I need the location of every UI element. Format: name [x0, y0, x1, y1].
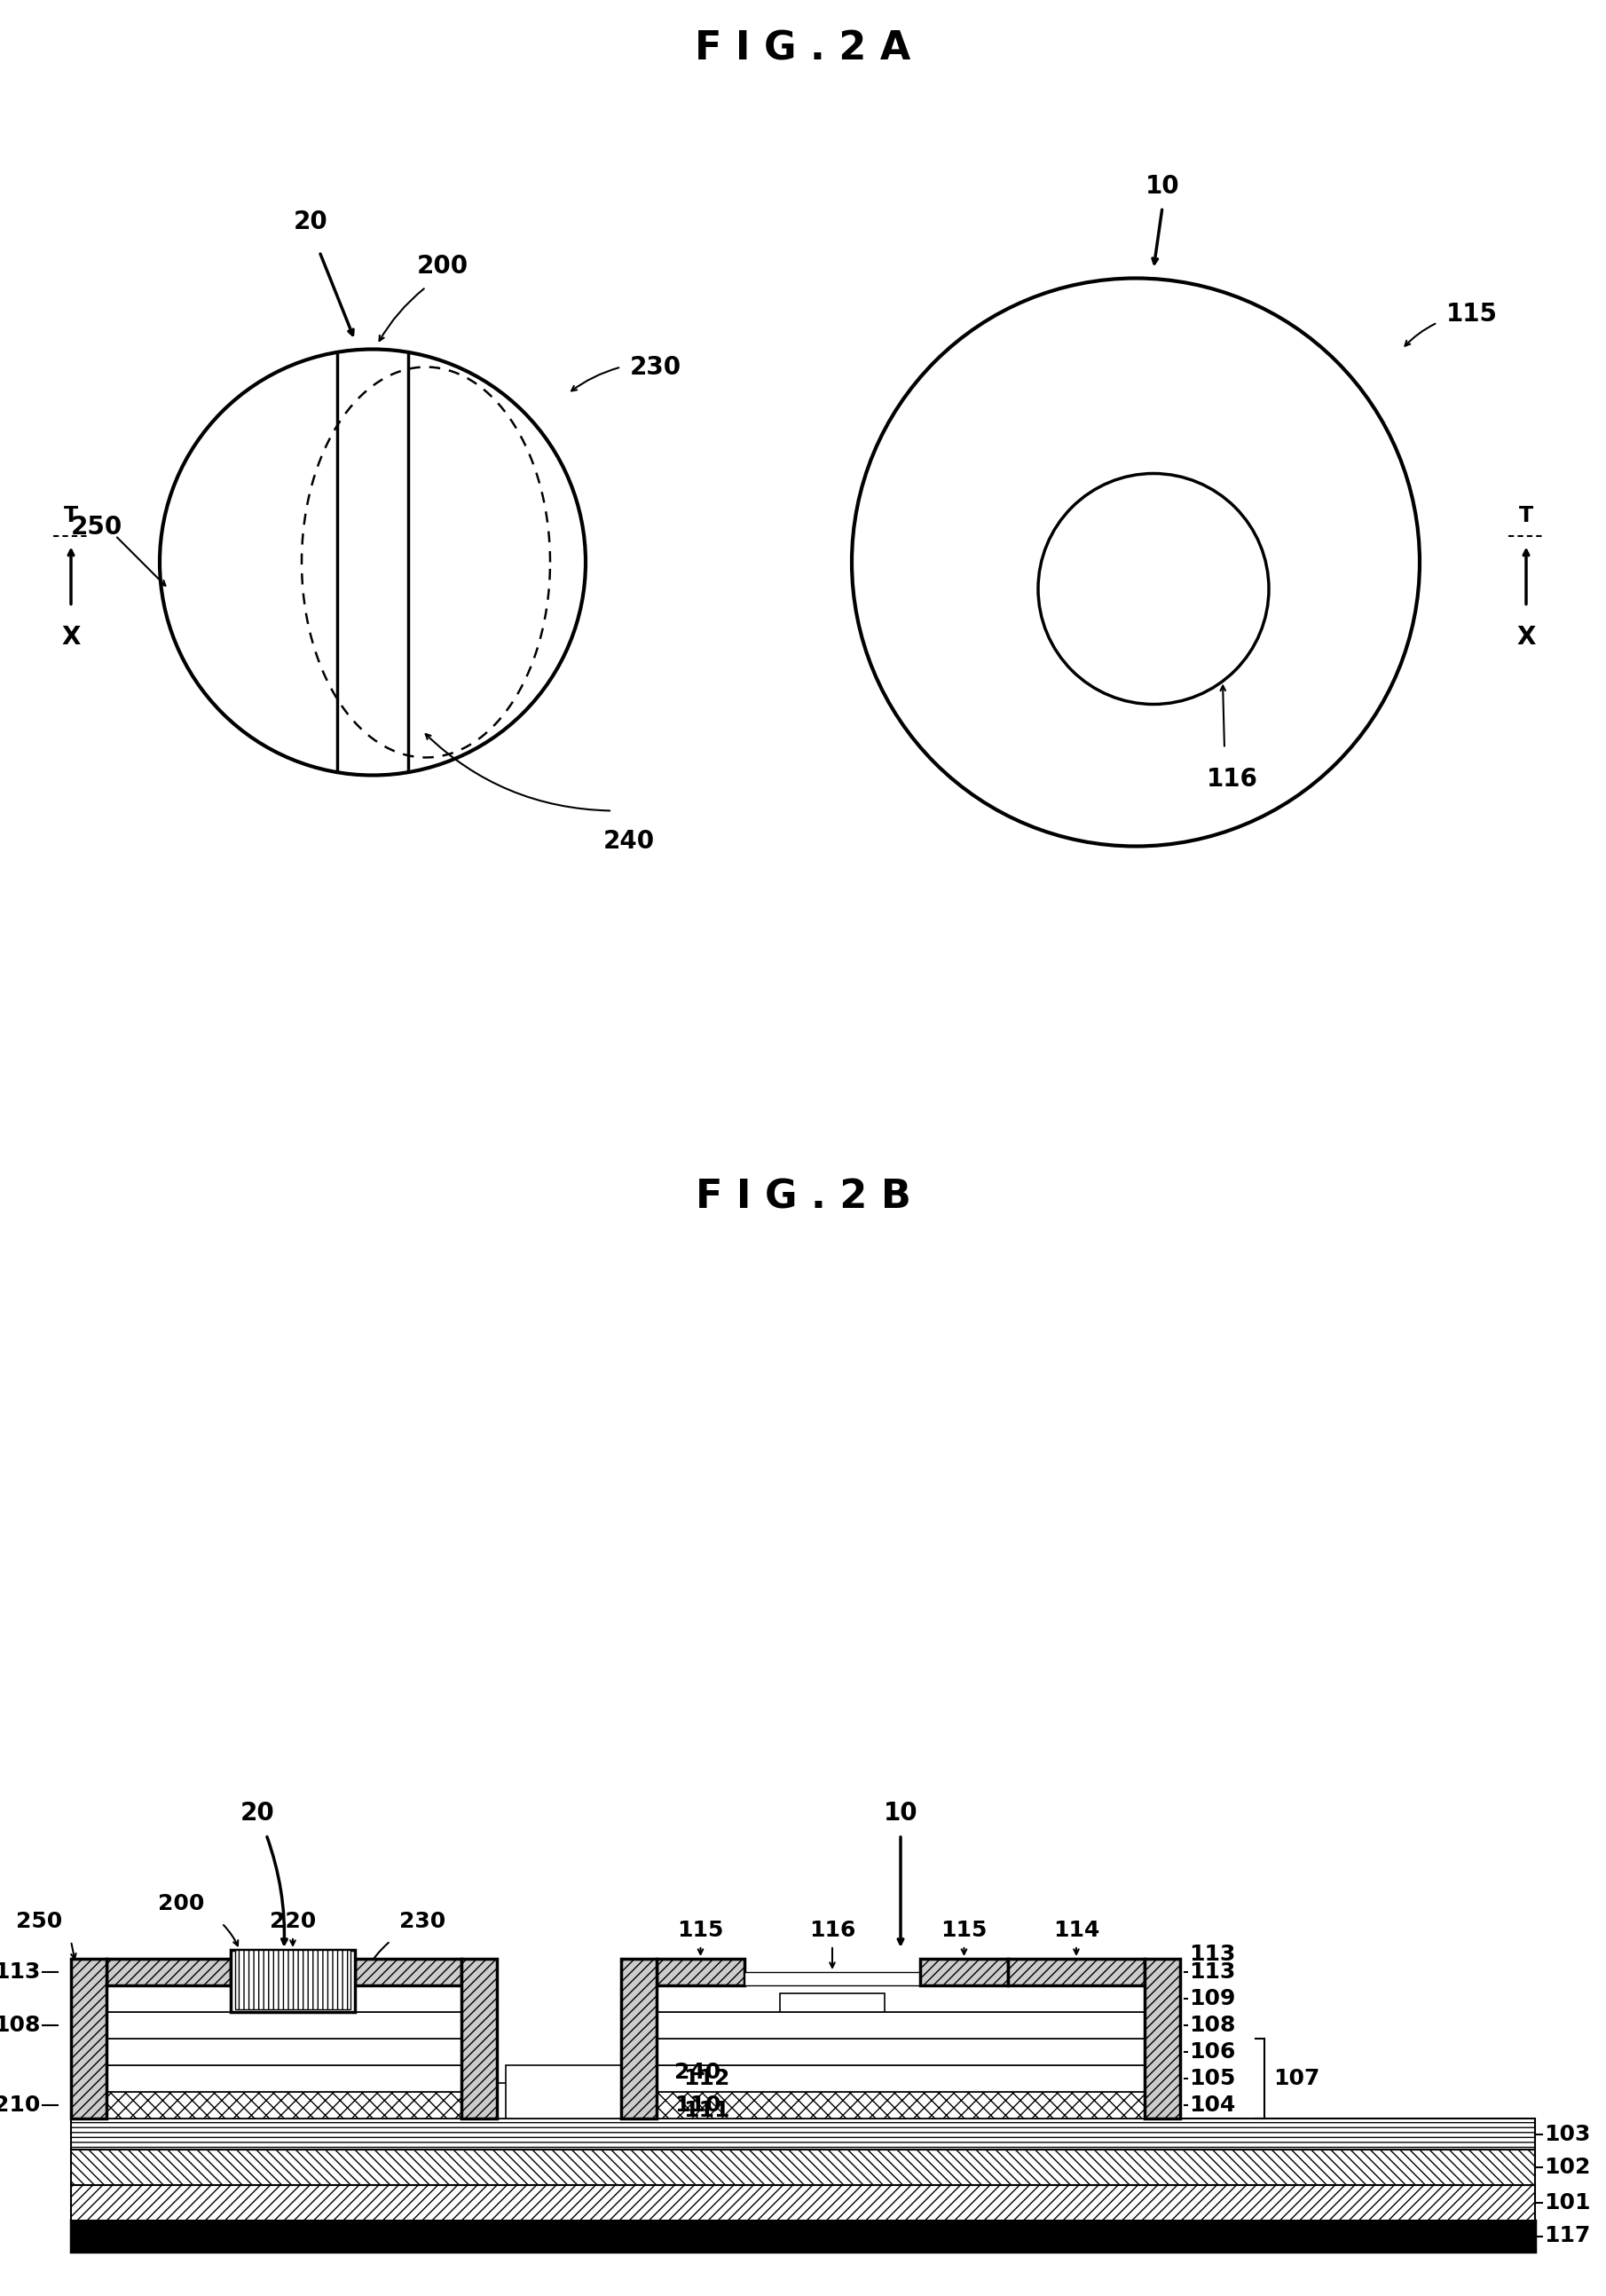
Text: 110: 110: [675, 2094, 721, 2117]
Text: X: X: [61, 625, 80, 650]
Text: 116: 116: [1206, 767, 1257, 792]
Text: 240: 240: [675, 2062, 721, 2082]
Text: 20: 20: [241, 1800, 275, 1825]
Text: 200: 200: [418, 253, 469, 278]
Text: 10: 10: [883, 1800, 917, 1825]
Bar: [71, 2186, 1535, 2220]
Bar: [1145, 1958, 1180, 2119]
Bar: [106, 2092, 461, 2119]
Text: 210: 210: [0, 2094, 40, 2117]
Text: 113: 113: [1188, 1961, 1235, 1984]
Text: F I G . 2 B: F I G . 2 B: [695, 1178, 911, 1217]
Bar: [106, 1958, 231, 1986]
Text: 106: 106: [1188, 2041, 1235, 2062]
Text: 115: 115: [1447, 301, 1498, 326]
Bar: [106, 2039, 461, 2064]
Bar: [461, 1958, 496, 2119]
Text: T: T: [64, 505, 79, 526]
Bar: [71, 1958, 106, 2119]
Text: 230: 230: [630, 354, 681, 379]
Text: 115: 115: [941, 1919, 988, 1940]
Bar: [231, 1949, 355, 2011]
Text: X: X: [1516, 625, 1535, 650]
Bar: [71, 2119, 1535, 2149]
Bar: [657, 2092, 1145, 2119]
Text: 108: 108: [0, 2014, 40, 2037]
Text: 240: 240: [604, 829, 655, 854]
Text: 116: 116: [809, 1919, 856, 1940]
Text: 115: 115: [678, 1919, 724, 1940]
Text: 200: 200: [157, 1894, 204, 1915]
Bar: [106, 1986, 461, 2011]
Bar: [355, 1958, 461, 1986]
Text: 101: 101: [1543, 2193, 1590, 2213]
Text: 102: 102: [1543, 2156, 1590, 2179]
Text: 103: 103: [1543, 2124, 1590, 2144]
Text: F I G . 2 A: F I G . 2 A: [695, 30, 911, 69]
Bar: [657, 1986, 1145, 2011]
Bar: [657, 2011, 1145, 2039]
Text: 107: 107: [1274, 2069, 1320, 2089]
Text: 220: 220: [270, 1910, 316, 1933]
Text: 117: 117: [1543, 2225, 1590, 2248]
Bar: [71, 2149, 1535, 2186]
Text: 113: 113: [1188, 1945, 1235, 1965]
Bar: [657, 2039, 1145, 2064]
Text: 230: 230: [400, 1910, 445, 1933]
Bar: [1009, 1958, 1145, 1986]
Bar: [779, 1993, 885, 2011]
Text: 111: 111: [683, 2101, 729, 2122]
Text: 112: 112: [683, 2069, 729, 2089]
Text: 105: 105: [1188, 2069, 1235, 2089]
Bar: [920, 1958, 1009, 1986]
Bar: [234, 1949, 350, 2009]
Bar: [71, 2220, 1535, 2252]
Bar: [506, 2064, 647, 2119]
Bar: [622, 1958, 657, 2119]
Bar: [657, 2064, 1145, 2092]
Text: 20: 20: [294, 209, 328, 234]
Text: 114: 114: [1054, 1919, 1100, 1940]
Bar: [657, 1958, 745, 1986]
Bar: [745, 1972, 920, 1986]
Bar: [106, 2064, 461, 2092]
Text: 109: 109: [1188, 1988, 1235, 2009]
Text: 104: 104: [1188, 2094, 1235, 2117]
Text: 113: 113: [0, 1961, 40, 1984]
Text: 10: 10: [1145, 174, 1179, 197]
Bar: [106, 2011, 461, 2039]
Text: 108: 108: [1188, 2014, 1235, 2037]
Text: T: T: [1519, 505, 1534, 526]
Text: 250: 250: [71, 514, 122, 540]
Bar: [496, 2082, 657, 2119]
Text: 250: 250: [16, 1910, 63, 1933]
